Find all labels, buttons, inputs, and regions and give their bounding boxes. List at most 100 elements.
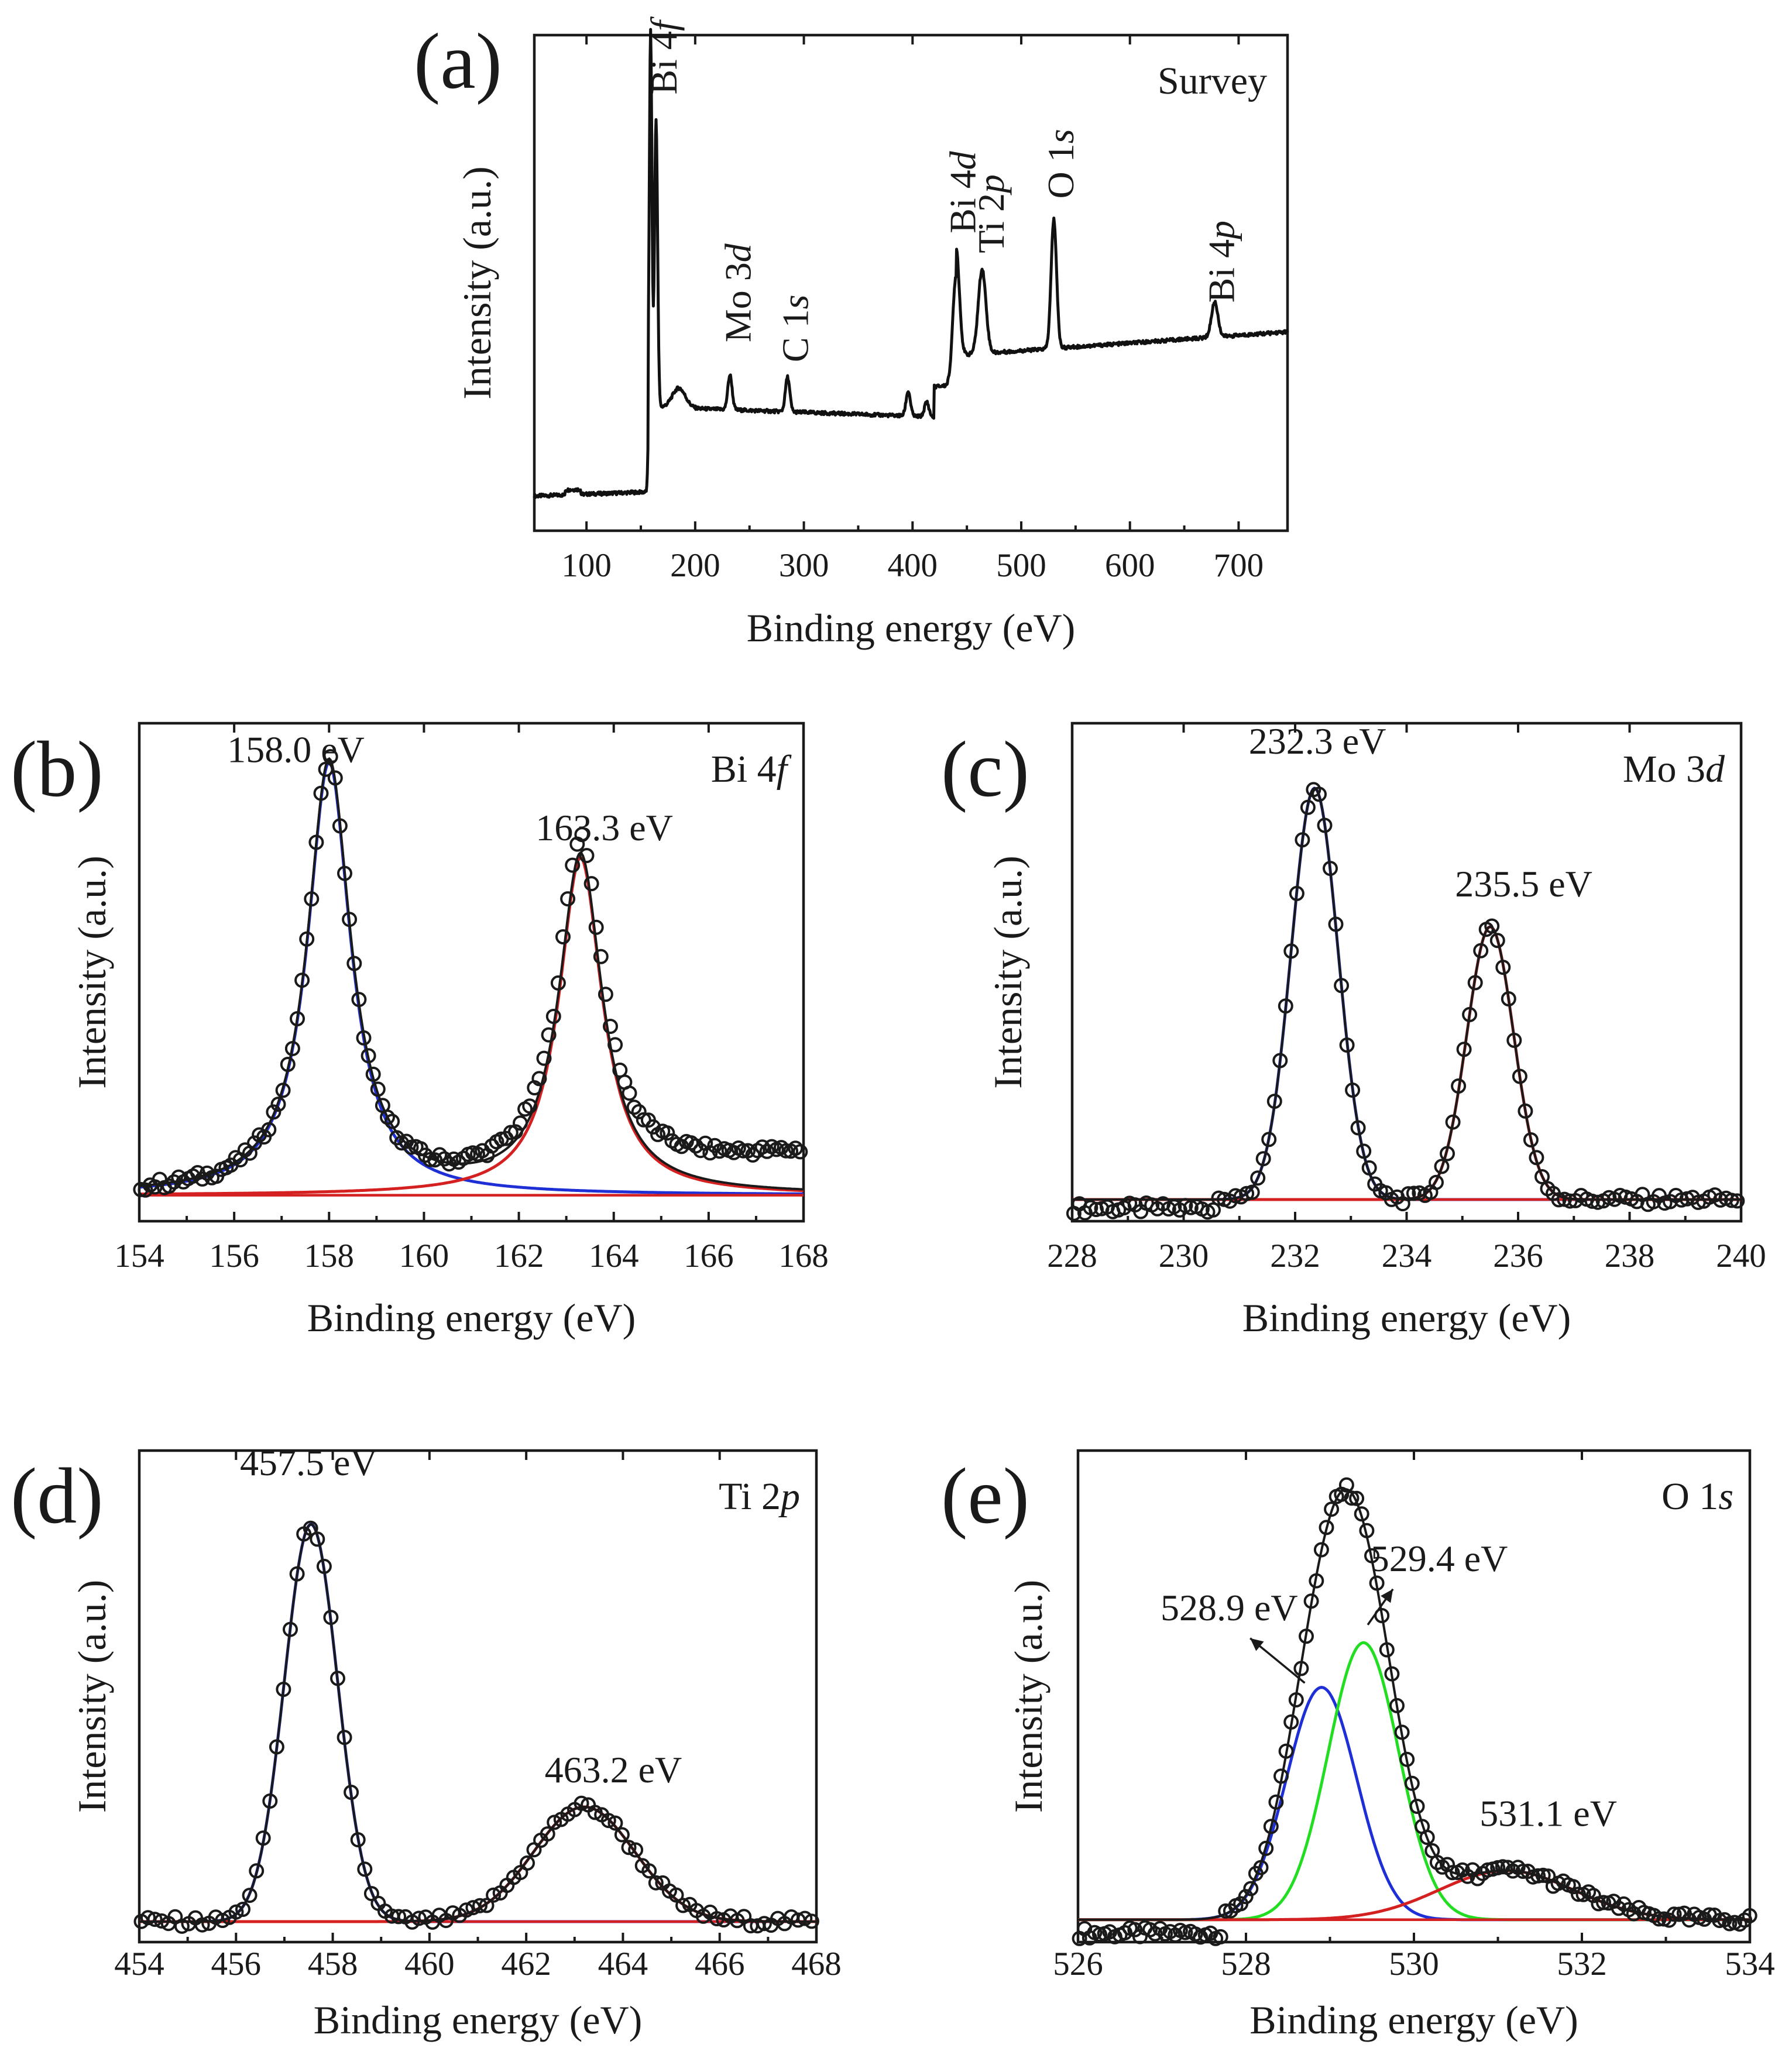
x-axis-label-b: Binding energy (eV) bbox=[307, 1296, 636, 1340]
x-tick-label-a: 500 bbox=[996, 547, 1046, 584]
data-point-c bbox=[1729, 1193, 1745, 1209]
data-point-b bbox=[792, 1144, 808, 1160]
data-point-b bbox=[275, 1083, 291, 1098]
data-point-d bbox=[614, 1827, 630, 1843]
data-point-d bbox=[540, 1826, 555, 1842]
data-point-e bbox=[1369, 1575, 1385, 1591]
component-curve-c-0 bbox=[1072, 786, 1741, 1201]
data-point-e bbox=[1651, 1911, 1667, 1927]
data-point-c bbox=[1239, 1185, 1255, 1201]
data-point-b bbox=[626, 1099, 642, 1115]
data-point-e bbox=[1389, 1697, 1405, 1713]
data-point-e bbox=[1394, 1724, 1410, 1740]
data-point-c bbox=[1534, 1169, 1550, 1184]
data-point-e bbox=[1379, 1642, 1395, 1658]
data-point-d bbox=[668, 1887, 684, 1903]
data-point-d bbox=[357, 1861, 373, 1877]
data-point-e bbox=[1419, 1830, 1435, 1845]
x-tick-label-e: 526 bbox=[1053, 1946, 1103, 1982]
data-point-d bbox=[804, 1913, 819, 1929]
data-point-c bbox=[1406, 1185, 1422, 1201]
data-point-b bbox=[322, 749, 338, 765]
data-point-c bbox=[1312, 786, 1327, 802]
data-point-d bbox=[391, 1909, 407, 1925]
peak-label-d-0: 457.5 eV bbox=[240, 1442, 377, 1483]
peak-label-b-1: 163.3 eV bbox=[535, 807, 673, 848]
data-point-b bbox=[736, 1143, 751, 1159]
data-point-c bbox=[1334, 978, 1350, 994]
data-point-d bbox=[174, 1918, 190, 1934]
data-point-d bbox=[337, 1730, 352, 1745]
data-point-e bbox=[1666, 1906, 1682, 1922]
data-point-b bbox=[636, 1112, 651, 1128]
x-tick-label-d: 464 bbox=[598, 1946, 648, 1982]
data-point-d bbox=[458, 1902, 474, 1918]
data-point-b bbox=[199, 1165, 215, 1181]
x-tick-label-c: 234 bbox=[1382, 1238, 1432, 1274]
panel-c: 228 230 232 234 236 238 240 Binding energy (eV)… bbox=[941, 720, 1766, 1340]
data-point-b bbox=[745, 1147, 761, 1163]
data-point-c bbox=[1495, 960, 1511, 975]
panel-label-e: (e) bbox=[941, 1452, 1029, 1540]
data-point-d bbox=[350, 1832, 366, 1848]
data-point-d bbox=[249, 1863, 265, 1879]
data-point-d bbox=[411, 1910, 427, 1926]
data-point-b bbox=[550, 975, 566, 991]
data-point-c bbox=[1484, 918, 1500, 934]
panel-title-a: Survey bbox=[1158, 60, 1267, 102]
x-tick-label-b: 158 bbox=[304, 1238, 355, 1274]
peak-label-e-0: 528.9 eV bbox=[1161, 1587, 1298, 1628]
data-point-b bbox=[607, 1037, 623, 1053]
data-point-c bbox=[1512, 1068, 1527, 1084]
data-point-c bbox=[1467, 975, 1483, 991]
component-curve-e-1 bbox=[1078, 1641, 1750, 1922]
peak-annotation-a: Bi 4d bbox=[942, 150, 984, 233]
data-point-b bbox=[726, 1145, 741, 1160]
x-tick-label-c: 236 bbox=[1493, 1238, 1543, 1274]
data-point-e bbox=[1399, 1751, 1415, 1767]
data-point-c bbox=[1523, 1132, 1539, 1147]
data-point-c bbox=[1529, 1150, 1544, 1166]
data-point-b bbox=[603, 1019, 618, 1034]
x-tick-label-c: 232 bbox=[1270, 1238, 1320, 1274]
data-point-b bbox=[337, 865, 352, 881]
envelope-curve-c bbox=[1072, 786, 1741, 1201]
data-point-d bbox=[283, 1621, 298, 1637]
data-point-c bbox=[1183, 1200, 1199, 1215]
data-point-b bbox=[313, 785, 329, 801]
panel-e: 526 528 530 532 534 Binding energy (eV) Intens… bbox=[941, 1449, 1775, 2042]
panel-d: 454 456 458 460 462 464 466 468 Binding energy (… bbox=[11, 1442, 842, 2042]
data-point-e bbox=[1354, 1506, 1369, 1522]
data-point-e bbox=[1404, 1775, 1420, 1791]
x-tick-label-d: 456 bbox=[211, 1946, 262, 1982]
panel-label-a: (a) bbox=[414, 18, 502, 105]
data-point-d bbox=[756, 1916, 772, 1932]
data-point-e bbox=[1243, 1881, 1259, 1896]
data-point-d bbox=[262, 1793, 278, 1809]
data-point-e bbox=[1268, 1794, 1284, 1810]
data-point-b bbox=[318, 761, 334, 777]
data-point-b bbox=[565, 857, 581, 873]
data-point-d bbox=[675, 1898, 691, 1913]
data-point-b bbox=[284, 1041, 300, 1056]
data-point-d bbox=[574, 1795, 589, 1811]
data-point-e bbox=[1253, 1860, 1269, 1875]
y-axis-label-b: Intensity (a.u.) bbox=[70, 855, 114, 1088]
data-point-b bbox=[574, 827, 590, 843]
data-point-d bbox=[344, 1785, 359, 1800]
component-curve-c-1 bbox=[1072, 925, 1741, 1201]
data-point-e bbox=[1338, 1477, 1354, 1493]
x-tick-label-b: 166 bbox=[684, 1238, 734, 1274]
data-point-b bbox=[541, 1027, 557, 1043]
data-point-d bbox=[194, 1917, 210, 1933]
data-point-e bbox=[1263, 1819, 1279, 1834]
peak-label-e-1: 529.4 eV bbox=[1371, 1538, 1508, 1579]
data-point-c bbox=[1278, 998, 1293, 1014]
data-point-c bbox=[1272, 1053, 1288, 1068]
data-point-e bbox=[1238, 1889, 1254, 1905]
x-tick-label-c: 238 bbox=[1605, 1238, 1655, 1274]
data-point-e bbox=[1324, 1501, 1340, 1517]
peak-label-e-2: 531.1 eV bbox=[1479, 1792, 1617, 1834]
x-tick-label-e: 528 bbox=[1221, 1946, 1271, 1982]
data-point-d bbox=[310, 1531, 325, 1547]
